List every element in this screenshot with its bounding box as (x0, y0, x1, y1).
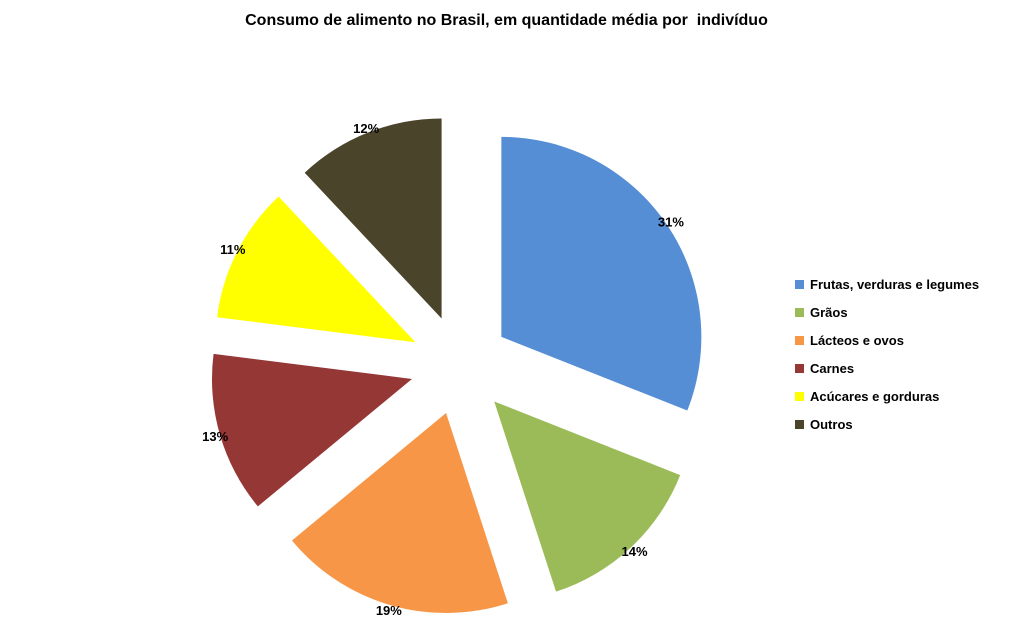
legend-item-2: Grãos (795, 298, 979, 326)
legend-label-1: Frutas, verduras e legumes (810, 276, 980, 292)
data-label-2: 14% (622, 544, 648, 559)
data-label-6: 12% (353, 121, 379, 136)
pie-slice-3 (291, 413, 508, 614)
data-label-3: 19% (376, 603, 402, 618)
legend-swatch-5 (795, 391, 804, 401)
legend-label-5: Acúcares e gorduras (810, 388, 940, 404)
legend-item-6: Outros (795, 410, 979, 438)
legend-item-1: Frutas, verduras e legumes (795, 270, 979, 298)
legend-swatch-2 (795, 307, 804, 317)
legend-item-3: Lácteos e ovos (795, 326, 979, 354)
pie-slice-5 (217, 196, 416, 343)
legend-swatch-6 (795, 419, 804, 429)
legend-label-3: Lácteos e ovos (810, 332, 904, 348)
pie-slice-2 (494, 401, 681, 592)
legend-swatch-4 (795, 363, 804, 373)
data-label-5: 11% (220, 242, 246, 257)
legend-label-2: Grãos (810, 304, 848, 320)
data-label-4: 13% (202, 429, 228, 444)
pie-slice-4 (211, 353, 412, 507)
pie-slice-1 (501, 136, 702, 411)
legend-item-4: Carnes (795, 354, 979, 382)
legend-item-5: Acúcares e gorduras (795, 382, 979, 410)
data-label-1: 31% (658, 215, 684, 230)
legend-label-6: Outros (810, 416, 853, 432)
legend-label-4: Carnes (810, 360, 855, 376)
chart-title: Consumo de alimento no Brasil, em quanti… (245, 12, 768, 29)
legend: Frutas, verduras e legumes Grãos Lácteos e… (795, 270, 979, 438)
legend-swatch-1 (795, 279, 804, 289)
legend-swatch-3 (795, 335, 804, 345)
pie-slice-6 (304, 118, 442, 319)
